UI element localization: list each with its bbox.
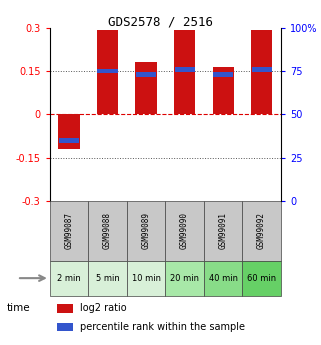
Bar: [175, 67, 195, 71]
Bar: [135, 62, 157, 114]
Text: 20 min: 20 min: [170, 274, 199, 283]
Bar: [204, 201, 242, 260]
Text: 2 min: 2 min: [57, 274, 81, 283]
Bar: [213, 67, 234, 114]
Text: GDS2578 / 2516: GDS2578 / 2516: [108, 16, 213, 29]
Bar: [213, 72, 233, 77]
Text: 5 min: 5 min: [96, 274, 119, 283]
Text: GSM99092: GSM99092: [257, 212, 266, 249]
Bar: [59, 138, 79, 142]
Bar: [57, 304, 73, 313]
Text: 40 min: 40 min: [209, 274, 238, 283]
Bar: [98, 69, 117, 73]
Text: GSM99087: GSM99087: [65, 212, 74, 249]
Text: GSM99091: GSM99091: [219, 212, 228, 249]
Bar: [165, 201, 204, 260]
Bar: [204, 260, 242, 296]
Bar: [251, 30, 272, 114]
Text: 10 min: 10 min: [132, 274, 160, 283]
Bar: [50, 201, 88, 260]
Text: percentile rank within the sample: percentile rank within the sample: [80, 322, 245, 332]
Text: time: time: [6, 303, 30, 313]
Bar: [242, 260, 281, 296]
Text: GSM99089: GSM99089: [142, 212, 151, 249]
Bar: [97, 30, 118, 114]
Bar: [127, 260, 165, 296]
Bar: [58, 114, 80, 149]
Text: 60 min: 60 min: [247, 274, 276, 283]
Bar: [165, 260, 204, 296]
Bar: [252, 67, 272, 71]
Text: GSM99090: GSM99090: [180, 212, 189, 249]
Bar: [242, 201, 281, 260]
Text: log2 ratio: log2 ratio: [80, 303, 126, 313]
Bar: [136, 72, 156, 77]
Bar: [88, 260, 127, 296]
Bar: [174, 30, 195, 114]
Bar: [88, 201, 127, 260]
Text: GSM99088: GSM99088: [103, 212, 112, 249]
Bar: [50, 260, 88, 296]
Bar: [127, 201, 165, 260]
Bar: [57, 323, 73, 332]
